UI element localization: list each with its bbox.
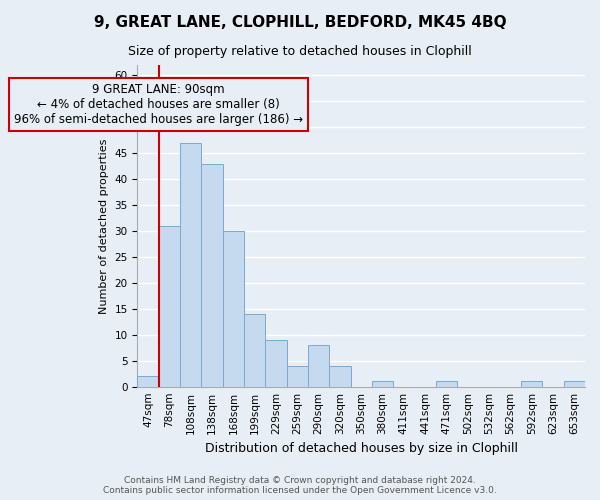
Text: Contains HM Land Registry data © Crown copyright and database right 2024.
Contai: Contains HM Land Registry data © Crown c… <box>103 476 497 495</box>
Text: 9 GREAT LANE: 90sqm
← 4% of detached houses are smaller (8)
96% of semi-detached: 9 GREAT LANE: 90sqm ← 4% of detached hou… <box>14 83 303 126</box>
Bar <box>180 143 202 386</box>
X-axis label: Distribution of detached houses by size in Clophill: Distribution of detached houses by size … <box>205 442 518 455</box>
Bar <box>308 345 329 387</box>
Y-axis label: Number of detached properties: Number of detached properties <box>99 138 109 314</box>
Bar <box>202 164 223 386</box>
Text: 9, GREAT LANE, CLOPHILL, BEDFORD, MK45 4BQ: 9, GREAT LANE, CLOPHILL, BEDFORD, MK45 4… <box>94 15 506 30</box>
Bar <box>223 231 244 386</box>
Bar <box>265 340 287 386</box>
Bar <box>159 226 180 386</box>
Bar <box>287 366 308 386</box>
Text: Size of property relative to detached houses in Clophill: Size of property relative to detached ho… <box>128 45 472 58</box>
Bar <box>244 314 265 386</box>
Bar <box>563 382 585 386</box>
Bar <box>329 366 350 386</box>
Bar <box>436 382 457 386</box>
Bar <box>137 376 159 386</box>
Bar <box>521 382 542 386</box>
Bar <box>372 382 393 386</box>
